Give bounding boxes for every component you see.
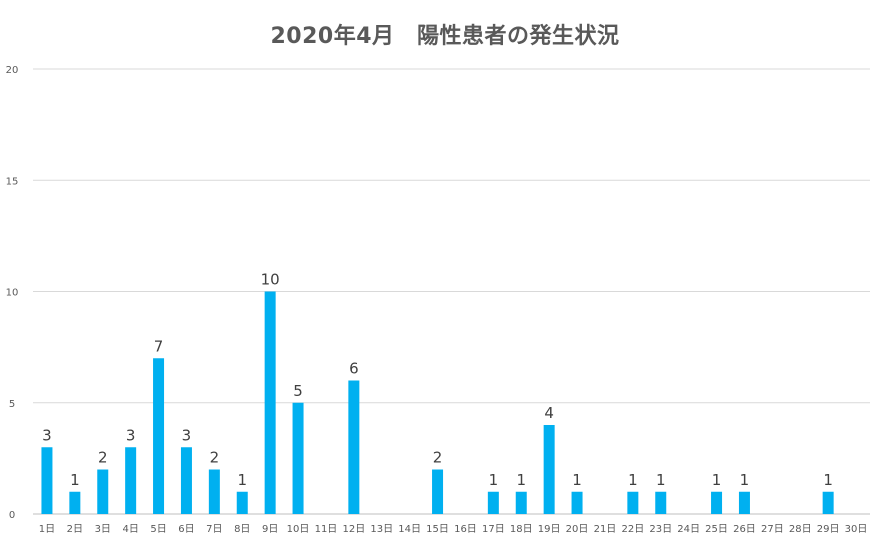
bar	[543, 425, 555, 514]
y-tick-label: 10	[6, 288, 19, 299]
data-label: 6	[349, 360, 359, 378]
x-tick-label: 2日	[67, 524, 83, 535]
data-label: 2	[433, 449, 443, 467]
x-tick-label: 9日	[262, 524, 278, 535]
data-label: 1	[489, 471, 499, 489]
bar	[292, 402, 304, 514]
bar	[236, 491, 248, 514]
x-tick-label: 19日	[538, 524, 561, 535]
bar	[655, 491, 667, 514]
x-tick-label: 26日	[733, 524, 756, 535]
chart-title: 2020年4月 陽性患者の発生状況	[270, 24, 620, 49]
bar	[627, 491, 639, 514]
bar	[153, 358, 165, 514]
x-tick-label: 30日	[845, 524, 868, 535]
x-tick-label: 27日	[761, 524, 784, 535]
x-tick-label: 23日	[649, 524, 672, 535]
x-tick-label: 11日	[315, 524, 338, 535]
data-label: 1	[656, 471, 666, 489]
bar	[738, 491, 750, 514]
x-tick-label: 25日	[705, 524, 728, 535]
x-tick-label: 29日	[817, 524, 840, 535]
x-tick-label: 17日	[482, 524, 505, 535]
bar	[487, 491, 499, 514]
x-tick-label: 21日	[594, 524, 617, 535]
x-tick-label: 7日	[206, 524, 222, 535]
x-tick-label: 5日	[150, 524, 166, 535]
y-tick-label: 0	[9, 510, 15, 521]
data-label: 7	[154, 337, 164, 355]
bar	[348, 380, 360, 514]
x-tick-label: 24日	[677, 524, 700, 535]
data-label: 2	[210, 449, 220, 467]
bar	[125, 447, 137, 514]
bar	[711, 491, 723, 514]
x-tick-label: 14日	[398, 524, 421, 535]
data-label: 1	[740, 471, 750, 489]
bar	[41, 447, 53, 514]
data-label: 1	[516, 471, 526, 489]
x-tick-label: 13日	[370, 524, 393, 535]
x-tick-label: 12日	[342, 524, 365, 535]
x-tick-label: 28日	[789, 524, 812, 535]
data-label: 1	[823, 471, 833, 489]
data-label: 3	[126, 426, 136, 444]
x-tick-label: 6日	[178, 524, 194, 535]
bar	[264, 291, 276, 514]
bar	[69, 491, 81, 514]
data-label: 3	[182, 426, 192, 444]
x-tick-label: 18日	[510, 524, 533, 535]
data-label: 1	[237, 471, 247, 489]
x-tick-label: 16日	[454, 524, 477, 535]
bar	[822, 491, 834, 514]
bar	[515, 491, 527, 514]
data-label: 2	[98, 449, 108, 467]
x-tick-label: 22日	[621, 524, 644, 535]
x-tick-label: 4日	[122, 524, 138, 535]
data-label: 3	[42, 426, 52, 444]
data-label: 1	[628, 471, 638, 489]
x-tick-label: 15日	[426, 524, 449, 535]
bar	[432, 469, 444, 514]
bar	[97, 469, 109, 514]
y-tick-label: 20	[6, 65, 19, 76]
x-tick-label: 8日	[234, 524, 250, 535]
x-tick-label: 20日	[566, 524, 589, 535]
data-label: 1	[70, 471, 80, 489]
data-label: 1	[712, 471, 722, 489]
bar	[208, 469, 220, 514]
data-label: 1	[572, 471, 582, 489]
y-tick-label: 5	[9, 399, 15, 410]
x-tick-label: 3日	[95, 524, 111, 535]
bar	[571, 491, 583, 514]
y-tick-label: 15	[6, 176, 19, 187]
x-tick-label: 10日	[287, 524, 310, 535]
x-tick-label: 1日	[39, 524, 55, 535]
data-label: 10	[261, 271, 280, 289]
bar	[180, 447, 192, 514]
data-label: 4	[544, 404, 554, 422]
data-label: 5	[293, 382, 303, 400]
